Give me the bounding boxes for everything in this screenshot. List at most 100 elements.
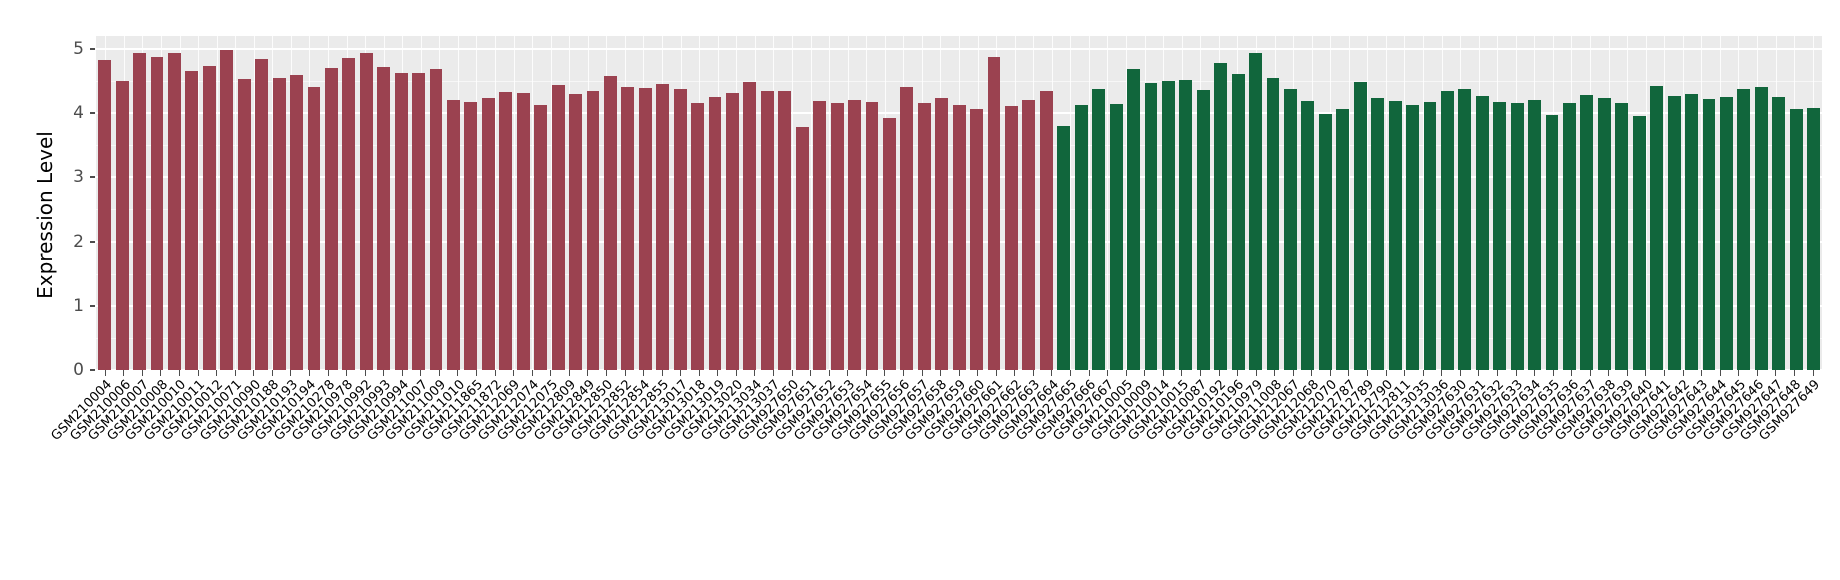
- bar-slot: [1229, 36, 1246, 370]
- y-tick-label: 4: [73, 103, 84, 124]
- bar: [1772, 97, 1786, 370]
- bar-slot: [375, 36, 392, 370]
- bar-slot: [1090, 36, 1107, 370]
- gridline-vertical: [1664, 36, 1666, 370]
- bar: [1353, 82, 1367, 370]
- x-tick-mark: [1051, 370, 1053, 376]
- x-tick-mark: [1775, 370, 1777, 376]
- x-tick-mark: [661, 370, 663, 376]
- bar: [272, 77, 286, 370]
- plot-panel: [96, 36, 1822, 371]
- x-tick-mark: [364, 370, 366, 376]
- x-tick-mark: [568, 370, 570, 376]
- x-tick-slot: [263, 370, 282, 376]
- bar-slot: [741, 36, 758, 370]
- bar: [917, 103, 931, 370]
- gridline-vertical: [1385, 36, 1387, 370]
- bar-slot: [828, 36, 845, 370]
- bar-slot: [1543, 36, 1560, 370]
- bar-slot: [584, 36, 601, 370]
- x-tick-mark: [1682, 370, 1684, 376]
- x-tick-mark: [1404, 370, 1406, 376]
- bar-slot: [1561, 36, 1578, 370]
- bar: [551, 85, 565, 370]
- x-tick-mark: [1496, 370, 1498, 376]
- x-tick-mark: [104, 370, 106, 376]
- bar-slot: [497, 36, 514, 370]
- x-tick-mark: [1571, 370, 1573, 376]
- bar: [168, 53, 181, 370]
- bar: [1597, 97, 1611, 370]
- x-tick-slot: [913, 370, 932, 376]
- x-tick-slot: [671, 370, 690, 376]
- x-tick-mark: [643, 370, 645, 376]
- x-tick-slot: [1043, 370, 1062, 376]
- bar: [1580, 95, 1594, 370]
- x-tick-slot: [486, 370, 505, 376]
- bar: [586, 91, 600, 370]
- x-tick-slot: [839, 370, 858, 376]
- bar: [447, 99, 460, 370]
- x-tick-slot: [189, 370, 208, 376]
- bar: [638, 88, 652, 370]
- gridline-vertical: [216, 36, 218, 370]
- x-tick-mark: [438, 370, 440, 376]
- x-tick-mark: [680, 370, 682, 376]
- bar: [569, 93, 582, 370]
- x-tick-slot: [96, 370, 115, 376]
- bar: [726, 92, 739, 370]
- bar-slot: [863, 36, 880, 370]
- bar-slot: [1665, 36, 1682, 370]
- x-tick-slot: [1618, 370, 1637, 376]
- x-tick-slot: [1767, 370, 1786, 376]
- x-tick-slot: [504, 370, 523, 376]
- x-tick-slot: [1136, 370, 1155, 376]
- x-tick-mark: [958, 370, 960, 376]
- x-tick-slot: [876, 370, 895, 376]
- bar-slot: [1491, 36, 1508, 370]
- x-tick-mark: [624, 370, 626, 376]
- y-tick-mark: [90, 369, 95, 371]
- bar: [708, 97, 722, 370]
- x-tick-mark: [1070, 370, 1072, 376]
- x-tick-slot: [467, 370, 486, 376]
- bar: [290, 74, 303, 370]
- x-tick-slot: [542, 370, 561, 376]
- bar-slot: [724, 36, 741, 370]
- x-tick-slot: [634, 370, 653, 376]
- x-tick-mark: [587, 370, 589, 376]
- bar-slot: [1264, 36, 1281, 370]
- bar: [1005, 106, 1018, 370]
- x-tick-slot: [950, 370, 969, 376]
- bar-slot: [236, 36, 253, 370]
- x-tick-slot: [1024, 370, 1043, 376]
- x-tick-mark: [1274, 370, 1276, 376]
- bar: [307, 87, 321, 370]
- bar: [1737, 88, 1751, 370]
- gridline-vertical: [513, 36, 515, 370]
- x-tick-slot: [282, 370, 301, 376]
- x-tick-mark: [921, 370, 923, 376]
- x-tick-mark: [1311, 370, 1313, 376]
- gridline-vertical: [829, 36, 831, 370]
- x-tick-mark: [1719, 370, 1721, 376]
- bar: [1458, 88, 1472, 370]
- bar: [1702, 98, 1716, 370]
- bar: [1685, 93, 1698, 370]
- bar: [1667, 95, 1681, 370]
- bar: [1196, 89, 1210, 370]
- bar: [220, 50, 234, 370]
- bar: [1423, 102, 1437, 370]
- bar-slot: [270, 36, 287, 370]
- bar: [429, 69, 443, 370]
- x-tick-slot: [690, 370, 709, 376]
- x-tick-slot: [1414, 370, 1433, 376]
- y-tick-label: 1: [73, 295, 84, 316]
- bar-slot: [1631, 36, 1648, 370]
- bar-slot: [1247, 36, 1264, 370]
- bar-slot: [1038, 36, 1055, 370]
- bar-slot: [1770, 36, 1787, 370]
- x-tick-mark: [1812, 370, 1814, 376]
- bar-slot: [1386, 36, 1403, 370]
- x-tick-mark: [1199, 370, 1201, 376]
